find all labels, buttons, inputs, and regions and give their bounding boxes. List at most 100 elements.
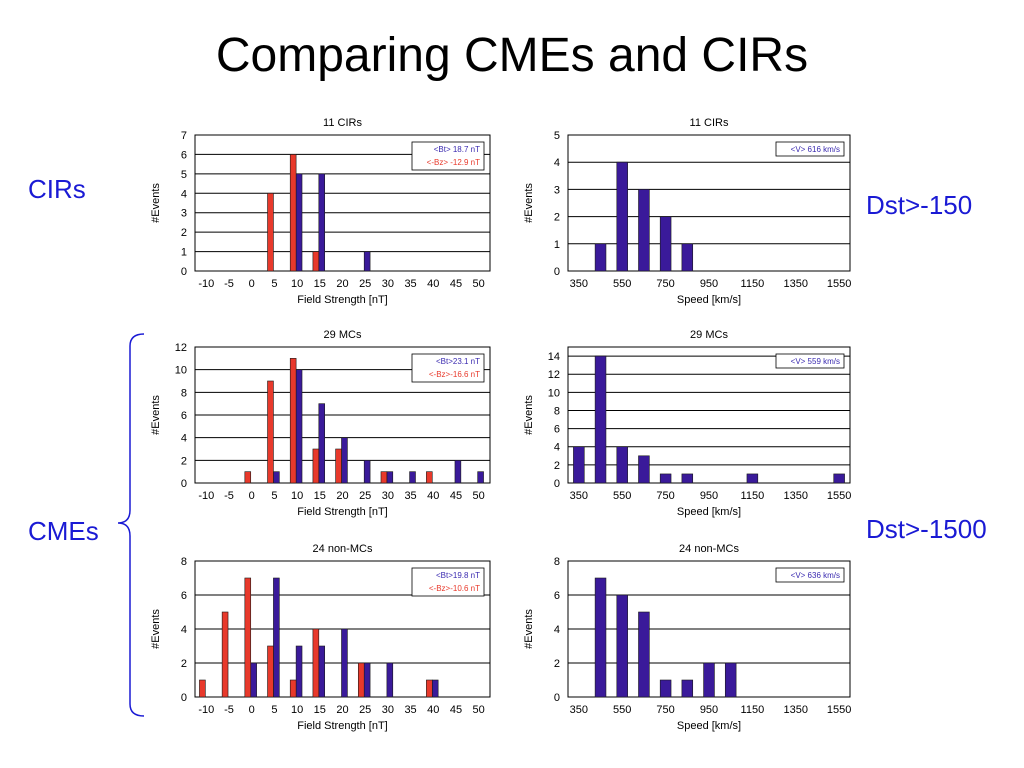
bar-bt bbox=[318, 173, 326, 272]
bar-bz bbox=[312, 448, 320, 484]
y-tick-label: 4 bbox=[181, 188, 187, 200]
chart-title: 11 CIRs bbox=[323, 117, 362, 129]
x-tick-label: 15 bbox=[314, 704, 326, 716]
x-tick-label: 35 bbox=[404, 490, 416, 502]
x-tick-label: 950 bbox=[700, 704, 718, 716]
x-tick-label: 50 bbox=[473, 704, 485, 716]
x-tick-label: 40 bbox=[427, 278, 439, 290]
y-tick-label: 14 bbox=[548, 351, 560, 363]
chart-svg: 29 MCs #Events Speed [km/s] 0 2 4 6 8 10 12 14 350 5… bbox=[523, 329, 851, 518]
bar-bt bbox=[295, 369, 303, 484]
legend-entry: <V> 559 km/s bbox=[791, 357, 840, 366]
bar-bz bbox=[312, 628, 320, 698]
y-tick-label: 2 bbox=[181, 658, 187, 670]
y-tick-label: 8 bbox=[181, 387, 187, 399]
x-tick-label: -10 bbox=[198, 278, 214, 290]
legend-entry: <-Bz>-10.6 nT bbox=[429, 584, 480, 593]
bar-v bbox=[681, 679, 694, 698]
bar-bt bbox=[363, 662, 371, 698]
x-tick-label: 35 bbox=[404, 278, 416, 290]
x-tick-label: 950 bbox=[700, 490, 718, 502]
legend-entry: <Bt>19.8 nT bbox=[436, 571, 480, 580]
x-tick-label: 45 bbox=[450, 704, 462, 716]
x-tick-label: 40 bbox=[427, 490, 439, 502]
x-tick-label: 1350 bbox=[784, 704, 808, 716]
bar-bz bbox=[289, 358, 297, 484]
bar-v bbox=[638, 455, 650, 484]
x-tick-label: 350 bbox=[570, 278, 588, 290]
y-tick-label: 6 bbox=[181, 590, 187, 602]
y-tick-label: 6 bbox=[181, 149, 187, 161]
x-tick-label: 350 bbox=[570, 704, 588, 716]
x-tick-label: 1550 bbox=[827, 704, 851, 716]
legend-entry: <Bt>23.1 nT bbox=[436, 357, 480, 366]
x-tick-label: 1150 bbox=[741, 278, 765, 290]
x-tick-label: 5 bbox=[271, 490, 277, 502]
plot-frame bbox=[567, 134, 851, 272]
bar-v bbox=[659, 216, 672, 272]
y-tick-label: 0 bbox=[181, 692, 187, 704]
dst-150-label: Dst>-150 bbox=[866, 190, 973, 220]
chart-title: 11 CIRs bbox=[690, 117, 729, 129]
x-tick-label: 45 bbox=[450, 278, 462, 290]
bar-bt bbox=[363, 251, 371, 272]
x-tick-label: 50 bbox=[473, 278, 485, 290]
bar-bz bbox=[380, 471, 388, 484]
y-tick-label: 12 bbox=[548, 369, 560, 381]
chart-svg: 24 non-MCs #Events Speed [km/s] 0 2 4 6 8 350 550… bbox=[523, 543, 851, 732]
bar-bt bbox=[454, 460, 462, 484]
x-tick-label: 1150 bbox=[741, 490, 765, 502]
legend-box bbox=[775, 141, 845, 157]
x-tick-label: 0 bbox=[249, 704, 255, 716]
y-tick-label: 5 bbox=[181, 169, 187, 181]
x-axis-label: Speed [km/s] bbox=[677, 506, 741, 518]
y-tick-label: 0 bbox=[181, 266, 187, 278]
bar-bz bbox=[221, 611, 229, 698]
x-tick-label: 5 bbox=[271, 704, 277, 716]
y-tick-label: 10 bbox=[548, 387, 560, 399]
bar-v bbox=[659, 473, 672, 484]
legend-entry: <V> 616 km/s bbox=[791, 145, 840, 154]
x-axis-label: Field Strength [nT] bbox=[297, 506, 388, 518]
x-tick-label: 20 bbox=[336, 490, 348, 502]
chart-mc-speed: 29 MCs #Events Speed [km/s] 0 2 4 6 8 10 12 14 350 5… bbox=[505, 322, 865, 532]
chart-cir-speed: 11 CIRs #Events Speed [km/s] 0 1 2 3 4 5 350 550 75… bbox=[505, 110, 865, 320]
y-tick-label: 6 bbox=[554, 590, 560, 602]
chart-svg: 24 non-MCs #Events Field Strength [nT] 0 2 4 6… bbox=[150, 543, 491, 732]
bar-v bbox=[638, 611, 650, 698]
y-tick-label: 8 bbox=[181, 556, 187, 568]
x-tick-label: 750 bbox=[656, 704, 674, 716]
x-tick-label: 40 bbox=[427, 704, 439, 716]
bar-v bbox=[616, 594, 628, 698]
bar-v bbox=[638, 189, 650, 272]
x-tick-label: 25 bbox=[359, 490, 371, 502]
x-tick-label: 0 bbox=[249, 278, 255, 290]
bar-bt bbox=[386, 662, 394, 698]
x-tick-label: 1350 bbox=[784, 490, 808, 502]
x-tick-label: 1350 bbox=[784, 278, 808, 290]
legend-box bbox=[411, 567, 485, 597]
bar-bz bbox=[312, 251, 320, 272]
bar-bt bbox=[318, 403, 326, 484]
x-tick-label: 10 bbox=[291, 704, 303, 716]
y-tick-label: 10 bbox=[175, 365, 187, 377]
chart-nonmc-speed: 24 non-MCs #Events Speed [km/s] 0 2 4 6 8 350 550… bbox=[505, 536, 865, 746]
bar-v bbox=[594, 577, 607, 698]
x-tick-label: 30 bbox=[382, 490, 394, 502]
y-tick-label: 8 bbox=[554, 556, 560, 568]
y-tick-label: 3 bbox=[181, 208, 187, 220]
bar-bt bbox=[431, 679, 439, 698]
bar-bt bbox=[341, 437, 348, 484]
bar-v bbox=[681, 243, 694, 272]
y-tick-label: 1 bbox=[181, 247, 187, 259]
x-tick-label: 30 bbox=[382, 704, 394, 716]
bar-v bbox=[703, 662, 715, 698]
y-tick-label: 8 bbox=[554, 405, 560, 417]
x-tick-label: 1550 bbox=[827, 278, 851, 290]
x-axis-label: Field Strength [nT] bbox=[297, 294, 388, 306]
legend-box bbox=[775, 353, 845, 369]
x-tick-label: -10 bbox=[198, 704, 214, 716]
bar-v bbox=[659, 679, 672, 698]
y-tick-label: 2 bbox=[554, 460, 560, 472]
